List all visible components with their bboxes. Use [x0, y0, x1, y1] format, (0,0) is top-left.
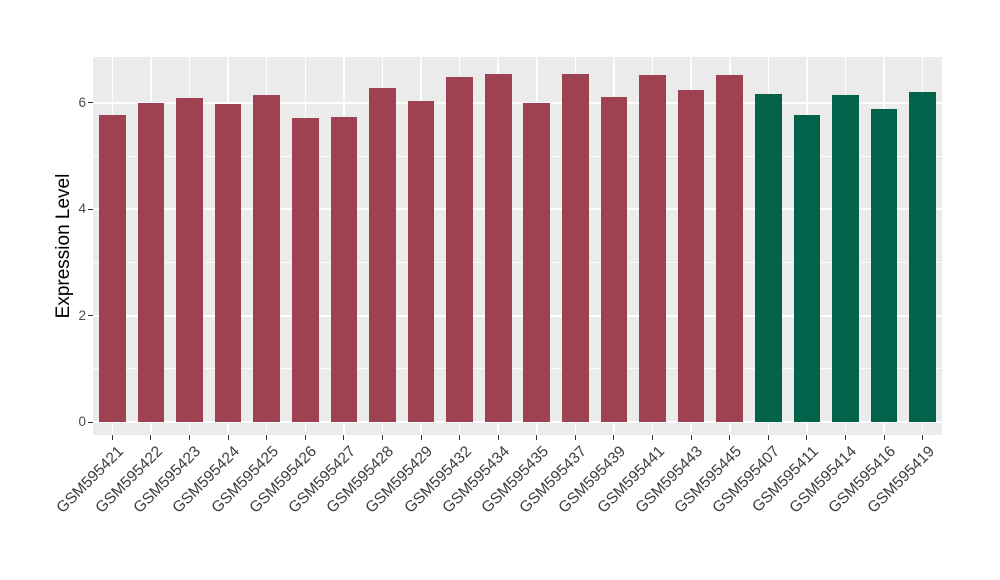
h-gridline-major: [93, 314, 942, 317]
x-axis-tick: [729, 435, 731, 440]
x-axis-tick: [652, 435, 654, 440]
x-axis-tick: [536, 435, 538, 440]
bar-GSM595419: [909, 91, 937, 423]
x-axis-tick: [150, 435, 152, 440]
x-axis-tick: [806, 435, 808, 440]
bar-GSM595423: [176, 98, 203, 423]
bar-GSM595435: [523, 103, 551, 423]
bar-GSM595422: [137, 103, 165, 423]
y-tick-label: 2: [78, 307, 86, 323]
bar-GSM595411: [793, 114, 821, 423]
bar-GSM595414: [832, 95, 859, 423]
bar-GSM595425: [253, 95, 280, 423]
x-axis-tick: [690, 435, 692, 440]
x-axis-tick: [767, 435, 769, 440]
bar-GSM595432: [446, 77, 473, 423]
x-axis-tick: [497, 435, 499, 440]
y-tick-label: 0: [78, 414, 86, 430]
x-axis-tick: [343, 435, 345, 440]
y-axis-tick: [88, 102, 93, 104]
h-gridline-minor: [93, 155, 942, 157]
x-axis-tick: [613, 435, 615, 440]
h-gridline-minor: [93, 262, 942, 264]
y-tick-label: 6: [78, 94, 86, 110]
y-axis-tick: [88, 421, 93, 423]
x-axis-tick: [304, 435, 306, 440]
bar-GSM595428: [369, 87, 396, 423]
bar-GSM595437: [562, 74, 589, 423]
bar-GSM595424: [214, 103, 242, 423]
bar-GSM595429: [407, 101, 435, 423]
bar-GSM595434: [484, 74, 512, 423]
bar-GSM595443: [677, 89, 705, 423]
y-tick-label: 4: [78, 201, 86, 217]
x-axis-tick: [420, 435, 422, 440]
x-axis-tick: [227, 435, 229, 440]
bar-GSM595441: [639, 74, 666, 423]
x-axis-tick: [188, 435, 190, 440]
bar-GSM595416: [870, 109, 898, 423]
h-gridline-major: [93, 101, 942, 104]
x-axis-tick: [381, 435, 383, 440]
x-axis-tick: [883, 435, 885, 440]
bar-GSM595421: [98, 115, 126, 423]
x-axis-tick: [845, 435, 847, 440]
x-axis-tick: [266, 435, 268, 440]
x-axis-tick: [922, 435, 924, 440]
bar-GSM595426: [291, 118, 319, 423]
h-gridline-major: [93, 208, 942, 211]
bar-GSM595407: [755, 94, 782, 423]
plot-panel: [93, 57, 942, 435]
x-axis-tick: [459, 435, 461, 440]
x-axis-tick: [111, 435, 113, 440]
y-axis-tick: [88, 315, 93, 317]
h-gridline-minor: [93, 368, 942, 370]
x-axis-tick: [574, 435, 576, 440]
bar-GSM595427: [330, 117, 358, 423]
bar-GSM595439: [600, 96, 628, 423]
y-axis-tick: [88, 208, 93, 210]
y-axis-title-text: Expression Level: [53, 173, 74, 319]
h-gridline-major: [93, 421, 942, 424]
bar-GSM595445: [716, 75, 744, 423]
